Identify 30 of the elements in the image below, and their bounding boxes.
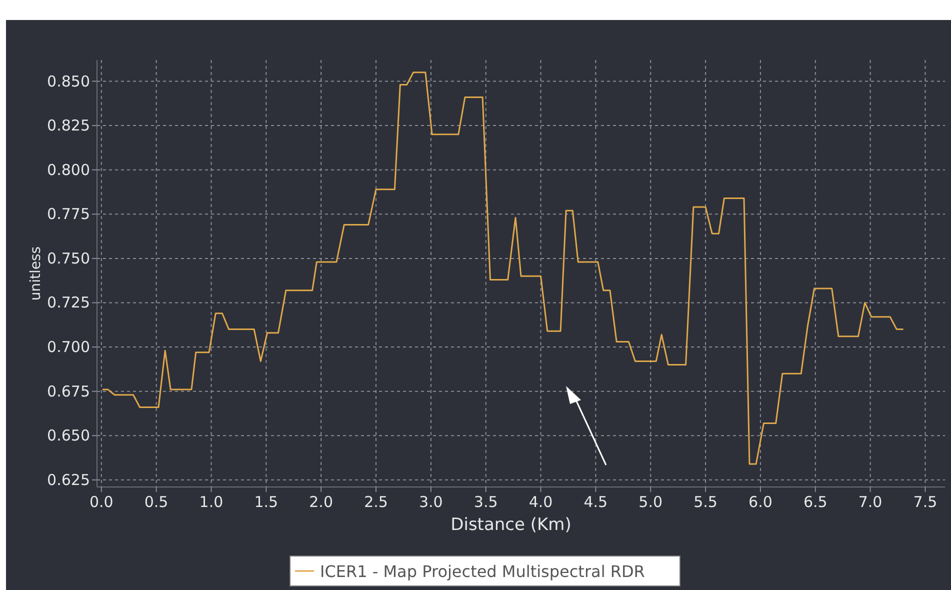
y-tick-label: 0.675 bbox=[47, 382, 90, 400]
y-tick-label: 0.700 bbox=[47, 338, 90, 356]
y-axis-title: unitless bbox=[28, 246, 44, 301]
x-tick-label: 3.5 bbox=[474, 493, 498, 511]
y-tick-label: 0.775 bbox=[47, 205, 90, 224]
line-series bbox=[102, 72, 904, 465]
x-tick-label: 2.5 bbox=[364, 493, 388, 511]
x-tick-label: 2.0 bbox=[309, 493, 334, 511]
x-tick-label: 1.0 bbox=[199, 493, 224, 511]
x-tick-label: 1.5 bbox=[254, 493, 278, 511]
y-tick-label: 0.625 bbox=[47, 470, 90, 489]
legend-label: ICER1 - Map Projected Multispectral RDR bbox=[320, 562, 645, 581]
x-tick-label: 7.0 bbox=[858, 493, 882, 511]
x-tick-label: 7.5 bbox=[913, 493, 938, 511]
y-tick-label: 0.800 bbox=[47, 160, 90, 179]
x-tick-label: 6.0 bbox=[748, 493, 772, 511]
x-axis-title: Distance (Km) bbox=[450, 515, 572, 535]
y-tick-label: 0.725 bbox=[47, 294, 90, 312]
x-tick-label: 6.5 bbox=[803, 493, 828, 511]
x-tick-label: 4.5 bbox=[584, 493, 608, 511]
y-tick-label: 0.850 bbox=[47, 72, 90, 90]
x-tick-label: 5.0 bbox=[638, 493, 663, 511]
y-tick-label: 0.825 bbox=[47, 116, 90, 135]
y-tick-label: 0.750 bbox=[47, 249, 90, 268]
x-tick-label: 0.5 bbox=[144, 493, 168, 511]
x-tick-label: 0.0 bbox=[89, 493, 114, 511]
y-tick-label: 0.650 bbox=[47, 426, 90, 445]
x-tick-label: 3.0 bbox=[419, 493, 443, 511]
x-tick-label: 5.5 bbox=[694, 493, 718, 511]
x-tick-label: 4.0 bbox=[528, 493, 553, 511]
